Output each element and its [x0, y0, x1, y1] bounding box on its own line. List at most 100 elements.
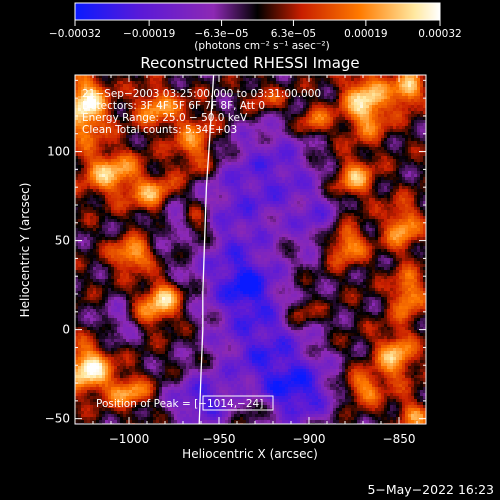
- heatmap-cell: [327, 123, 331, 127]
- heatmap-cell: [360, 87, 364, 91]
- heatmap-cell: [315, 162, 319, 166]
- heatmap-cell: [237, 99, 241, 103]
- heatmap-cell: [417, 198, 421, 202]
- heatmap-cell: [351, 117, 355, 121]
- heatmap-cell: [309, 90, 313, 94]
- heatmap-cell: [390, 99, 394, 103]
- heatmap-cell: [126, 144, 130, 148]
- heatmap-cell: [147, 96, 151, 100]
- heatmap-cell: [366, 183, 370, 187]
- heatmap-cell: [129, 180, 133, 184]
- heatmap-cell: [105, 75, 109, 79]
- heatmap-cell: [417, 189, 421, 193]
- heatmap-cell: [264, 123, 268, 127]
- heatmap-cell: [243, 198, 247, 202]
- heatmap-cell: [99, 159, 103, 163]
- heatmap-cell: [333, 177, 337, 181]
- heatmap-cell: [117, 156, 121, 160]
- heatmap-cell: [282, 93, 286, 97]
- heatmap-cell: [300, 168, 304, 172]
- heatmap-cell: [363, 192, 367, 196]
- heatmap-cell: [117, 135, 121, 139]
- heatmap-cell: [348, 117, 352, 121]
- heatmap-cell: [204, 108, 208, 112]
- heatmap-cell: [261, 168, 265, 172]
- heatmap-cell: [249, 192, 253, 196]
- heatmap-cell: [99, 165, 103, 169]
- heatmap-cell: [90, 108, 94, 112]
- heatmap-cell: [156, 168, 160, 172]
- heatmap-cell: [132, 168, 136, 172]
- heatmap-cell: [177, 78, 181, 82]
- heatmap-cell: [354, 153, 358, 157]
- heatmap-cell: [129, 198, 133, 202]
- heatmap-cell: [321, 162, 325, 166]
- heatmap-cell: [309, 195, 313, 199]
- heatmap-cell: [324, 90, 328, 94]
- heatmap-cell: [246, 102, 250, 106]
- heatmap-cell: [315, 120, 319, 124]
- heatmap-cell: [153, 90, 157, 94]
- heatmap-cell: [99, 183, 103, 187]
- heatmap-cell: [255, 123, 259, 127]
- heatmap-cell: [243, 120, 247, 124]
- heatmap-cell: [195, 117, 199, 121]
- heatmap-cell: [93, 189, 97, 193]
- heatmap-cell: [75, 183, 79, 187]
- heatmap-cell: [267, 168, 271, 172]
- heatmap-cell: [378, 153, 382, 157]
- heatmap-cell: [237, 93, 241, 97]
- heatmap-cell: [225, 174, 229, 178]
- heatmap-cell: [114, 87, 118, 91]
- heatmap-cell: [258, 75, 262, 79]
- heatmap-cell: [324, 126, 328, 130]
- heatmap-cell: [270, 195, 274, 199]
- heatmap-cell: [147, 177, 151, 181]
- heatmap-cell: [168, 90, 172, 94]
- heatmap-cell: [78, 87, 82, 91]
- heatmap-cell: [297, 123, 301, 127]
- heatmap-cell: [93, 174, 97, 178]
- heatmap-cell: [228, 147, 232, 151]
- heatmap-cell: [342, 198, 346, 202]
- heatmap-cell: [423, 162, 426, 166]
- heatmap-cell: [84, 81, 88, 85]
- heatmap-cell: [381, 111, 385, 115]
- heatmap-cell: [207, 132, 211, 136]
- heatmap-cell: [282, 108, 286, 112]
- heatmap-cell: [297, 147, 301, 151]
- heatmap-cell: [324, 144, 328, 148]
- heatmap-cell: [309, 141, 313, 145]
- heatmap-cell: [408, 162, 412, 166]
- heatmap-cell: [282, 150, 286, 154]
- heatmap-cell: [276, 132, 280, 136]
- heatmap-cell: [126, 180, 130, 184]
- heatmap-cell: [180, 141, 184, 145]
- heatmap-cell: [99, 174, 103, 178]
- heatmap-cell: [339, 162, 343, 166]
- heatmap-cell: [144, 123, 148, 127]
- heatmap-cell: [132, 105, 136, 109]
- heatmap-cell: [381, 156, 385, 160]
- heatmap-cell: [312, 111, 316, 115]
- heatmap-cell: [351, 135, 355, 139]
- heatmap-cell: [216, 108, 220, 112]
- heatmap-cell: [111, 126, 115, 130]
- heatmap-cell: [93, 159, 97, 163]
- heatmap-cell: [276, 126, 280, 130]
- heatmap-cell: [141, 123, 145, 127]
- heatmap-cell: [423, 195, 426, 199]
- heatmap-cell: [339, 96, 343, 100]
- heatmap-cell: [120, 105, 124, 109]
- heatmap-cell: [288, 198, 292, 202]
- heatmap-cell: [81, 174, 85, 178]
- heatmap-cell: [420, 159, 424, 163]
- heatmap-cell: [132, 120, 136, 124]
- heatmap-cell: [93, 129, 97, 133]
- heatmap-cell: [411, 138, 415, 142]
- heatmap-cell: [222, 168, 226, 172]
- heatmap-cell: [255, 144, 259, 148]
- heatmap-cell: [138, 120, 142, 124]
- heatmap-cell: [189, 105, 193, 109]
- heatmap-cell: [147, 87, 151, 91]
